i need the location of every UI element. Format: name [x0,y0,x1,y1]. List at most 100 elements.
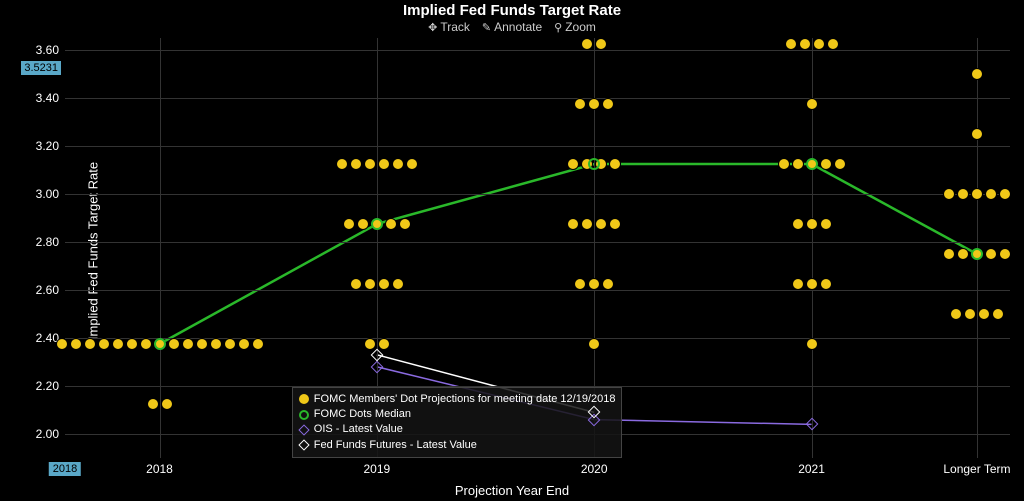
dot-projection [992,308,1004,320]
dot-projection [820,158,832,170]
dot-projection [581,38,593,50]
dot-projection [999,188,1011,200]
dot-projection [985,188,997,200]
legend-item: FOMC Dots Median [299,407,616,422]
dot-projection [957,248,969,260]
y-tick-label: 3.60 [36,43,59,57]
dot-projection [196,338,208,350]
dot-projection [56,338,68,350]
crosshair-icon: ✥ [428,21,437,34]
dot-projection [602,278,614,290]
dot-projection [574,278,586,290]
legend-label: Fed Funds Futures - Latest Value [314,438,477,453]
dot-projection [943,188,955,200]
dot-projection [595,218,607,230]
dot-projection [609,218,621,230]
dot-projection [392,278,404,290]
dot-projection [168,338,180,350]
circle-icon [299,410,309,420]
y-tick-label: 2.20 [36,379,59,393]
legend-label: FOMC Dots Median [314,407,411,422]
dot-projection [364,338,376,350]
dot-projection [350,278,362,290]
dot-projection [978,308,990,320]
x-axis-label: Projection Year End [0,483,1024,498]
dot-projection [588,338,600,350]
dot-projection [112,338,124,350]
legend-item: Fed Funds Futures - Latest Value [299,438,616,453]
dot-projection [806,338,818,350]
chart-title: Implied Fed Funds Target Rate [0,2,1024,19]
grid-line-h [65,98,1010,99]
dot-projection [595,38,607,50]
zoom-button[interactable]: ⚲ Zoom [554,20,596,34]
grid-line-v [160,38,161,458]
dot-projection [806,218,818,230]
dot-projection [785,38,797,50]
dot-projection [574,98,586,110]
y-tick-label: 3.20 [36,139,59,153]
dot-projection [399,218,411,230]
dot-projection [378,158,390,170]
dot-projection [971,128,983,140]
dot-projection [799,38,811,50]
dot-icon [299,394,309,404]
dot-projection [364,278,376,290]
dot-projection [567,218,579,230]
dot-projection [778,158,790,170]
dot-projection [588,278,600,290]
pencil-icon: ✎ [482,21,491,34]
dot-projection [224,338,236,350]
dot-projection [806,98,818,110]
dot-projection [581,218,593,230]
dot-projection [252,338,264,350]
x-tick-label: 2019 [363,462,390,476]
dot-projection [950,308,962,320]
grid-line-h [65,290,1010,291]
annotate-button[interactable]: ✎ Annotate [482,20,542,34]
dot-projection [147,398,159,410]
dot-projection [971,188,983,200]
magnifier-icon: ⚲ [554,21,562,34]
dot-projection [813,38,825,50]
dot-projection [792,218,804,230]
legend-label: FOMC Members' Dot Projections for meetin… [314,392,616,407]
dot-projection [126,338,138,350]
track-label: Track [440,20,470,34]
legend-item: OIS - Latest Value [299,422,616,437]
y-highlight-badge: 3.5231 [21,61,61,75]
dot-projection [964,308,976,320]
x-tick-label: 2018 [146,462,173,476]
x-tick-label: 2020 [581,462,608,476]
dot-projection [70,338,82,350]
dot-projection [827,38,839,50]
legend-label: OIS - Latest Value [314,422,403,437]
grid-line-h [65,146,1010,147]
dot-projection [161,398,173,410]
plot-area[interactable]: 2018 2.002.202.402.602.803.003.203.403.6… [65,38,1010,458]
track-button[interactable]: ✥ Track [428,20,470,34]
dot-projection [350,158,362,170]
dot-projection [378,338,390,350]
dot-projection [820,278,832,290]
dot-projection [238,338,250,350]
dot-projection [957,188,969,200]
dot-projection [98,338,110,350]
chart-toolbar: ✥ Track ✎ Annotate ⚲ Zoom [428,20,596,34]
x-tick-label: Longer Term [943,462,1010,476]
y-tick-label: 3.40 [36,91,59,105]
legend: FOMC Members' Dot Projections for meetin… [292,387,623,459]
dot-projection [792,158,804,170]
median-marker [588,158,600,170]
diamond-icon [298,440,309,451]
dot-projection [999,248,1011,260]
dot-projection [588,98,600,110]
dot-projection [378,278,390,290]
annotate-label: Annotate [494,20,542,34]
median-marker [971,248,983,260]
median-marker [371,218,383,230]
y-tick-label: 3.00 [36,187,59,201]
dot-projection [609,158,621,170]
x-tick-label: 2021 [798,462,825,476]
dot-projection [602,98,614,110]
